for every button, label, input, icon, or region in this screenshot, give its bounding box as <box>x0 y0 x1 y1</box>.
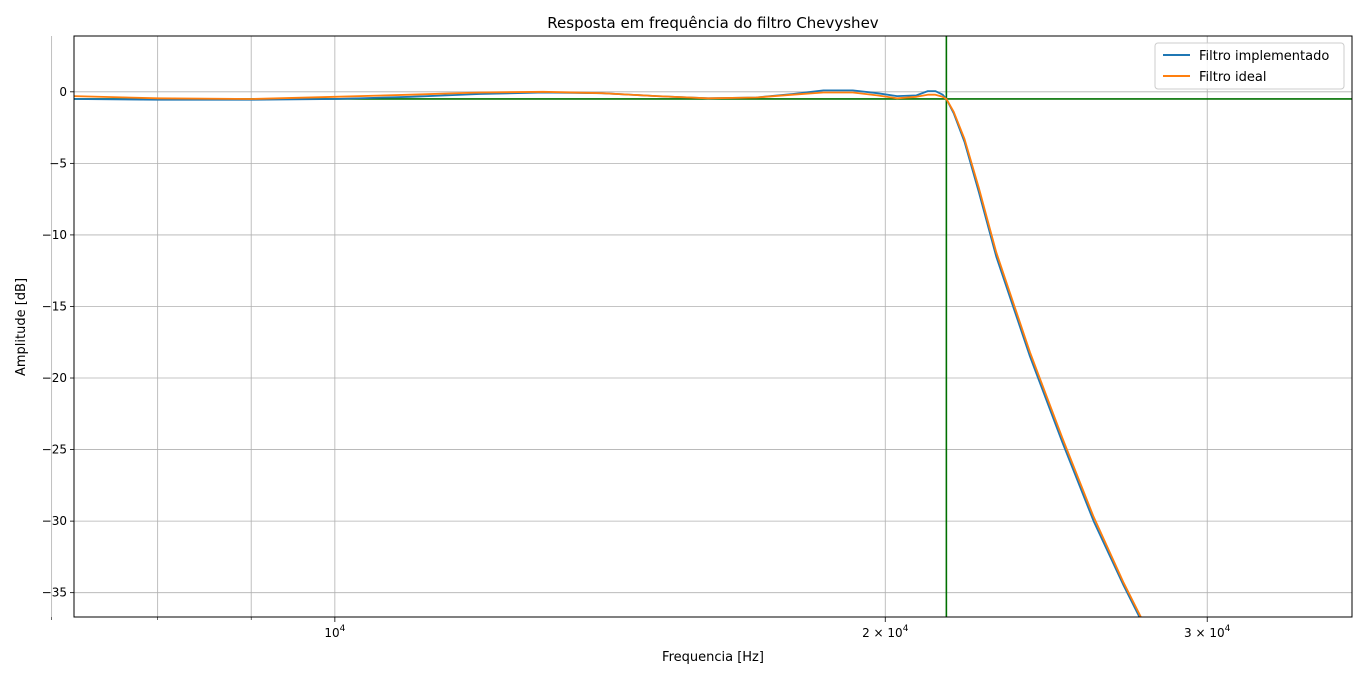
legend-label-implementado: Filtro implementado <box>1199 49 1329 64</box>
series-lines <box>74 89 1142 617</box>
y-tick-label: −20 <box>42 371 67 385</box>
y-tick-label: −30 <box>42 514 67 528</box>
chart-title: Resposta em frequência do filtro Chevysh… <box>547 14 879 32</box>
y-tick-label: −10 <box>42 228 67 242</box>
legend-label-ideal: Filtro ideal <box>1199 70 1266 85</box>
y-tick-label: −15 <box>42 299 67 313</box>
y-tick-label: −25 <box>42 443 67 457</box>
x-tick-label: 3 × 104 <box>1184 624 1231 640</box>
y-tick-label: 0 <box>59 85 67 99</box>
x-tick-label: 2 × 104 <box>862 624 909 640</box>
plot-frame <box>73 35 1353 618</box>
axis-ticks: 0 −5 −10 −15 −20 −25 −30 −35 104 2 × 104 3 × 104 <box>42 85 1231 640</box>
x-axis-label: Frequencia [Hz] <box>662 650 764 665</box>
y-tick-label: −5 <box>49 156 67 170</box>
grid <box>51 36 1352 617</box>
x-tick-label: 104 <box>324 624 345 640</box>
series-line-implementado <box>74 89 1141 617</box>
y-tick-label: −35 <box>42 586 67 600</box>
y-axis-label: Amplitude [dB] <box>14 278 29 376</box>
series-line-ideal <box>74 90 1142 617</box>
legend-box <box>1154 42 1345 90</box>
legend: Filtro implementado Filtro ideal <box>1154 42 1345 90</box>
